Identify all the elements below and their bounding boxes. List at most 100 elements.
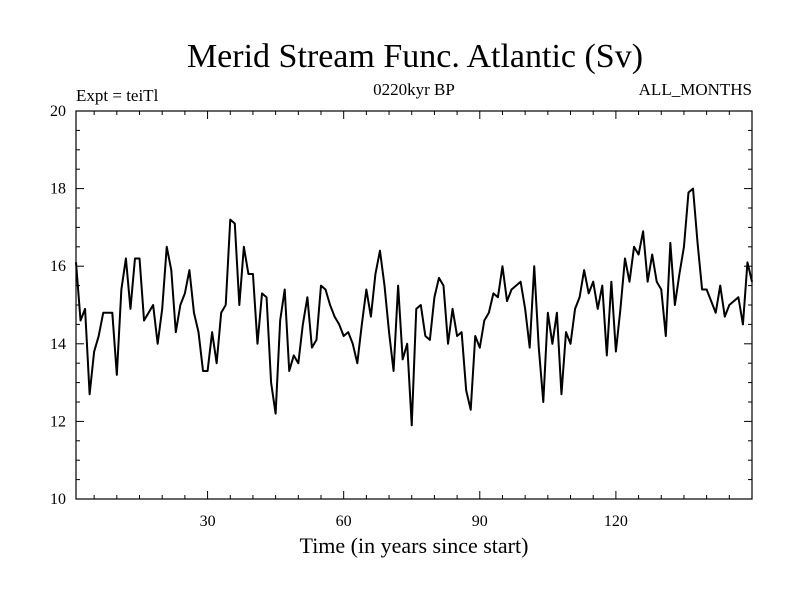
data-point <box>461 331 463 333</box>
data-point <box>166 246 168 248</box>
data-point <box>606 354 608 357</box>
data-point <box>338 323 340 325</box>
data-point <box>284 288 286 291</box>
data-point <box>624 257 626 260</box>
data-point <box>411 424 413 426</box>
data-point <box>406 343 408 345</box>
data-point <box>737 296 739 298</box>
data-point <box>93 350 95 353</box>
data-point <box>392 370 395 372</box>
data-point <box>356 362 358 364</box>
data-point <box>615 350 617 353</box>
x-tick-label: 120 <box>604 513 628 530</box>
data-point <box>696 242 699 244</box>
data-point <box>343 335 345 337</box>
data-point <box>116 374 118 376</box>
data-point <box>247 273 250 275</box>
data-point <box>565 331 567 333</box>
data-point <box>415 308 417 310</box>
data-point <box>275 413 277 415</box>
data-point <box>442 285 445 287</box>
data-point <box>184 292 186 294</box>
data-point <box>560 393 563 395</box>
data-point <box>715 312 717 314</box>
data-point <box>733 300 735 302</box>
data-point <box>311 347 313 349</box>
data-point <box>742 323 744 325</box>
data-point <box>143 319 145 322</box>
y-tick-label: 20 <box>50 103 66 120</box>
data-point <box>524 308 526 310</box>
y-axis: 10 12 14 16 18 20 <box>50 103 752 508</box>
data-point <box>216 362 218 364</box>
data-point <box>334 316 336 318</box>
data-point <box>492 292 494 294</box>
data-point <box>329 304 331 306</box>
data-point <box>125 257 127 260</box>
data-point <box>229 219 231 221</box>
data-point <box>111 312 113 314</box>
data-point <box>374 273 377 275</box>
data-point <box>433 296 436 298</box>
data-point <box>388 331 390 333</box>
data-point <box>161 308 163 310</box>
data-point <box>588 292 590 294</box>
data-point <box>424 335 426 337</box>
data-point <box>628 281 631 283</box>
data-point <box>197 331 200 333</box>
data-point <box>243 246 245 248</box>
data-point <box>288 370 290 372</box>
data-point <box>479 347 481 349</box>
y-tick-label: 16 <box>50 258 66 275</box>
period-label: 0220kyr BP <box>373 80 455 99</box>
data-point <box>547 312 549 314</box>
data-point <box>610 281 612 283</box>
x-axis-label: Time (in years since start) <box>300 533 529 558</box>
data-point <box>234 222 236 225</box>
data-point <box>538 347 540 349</box>
data-point <box>551 343 553 345</box>
data-point <box>506 300 508 302</box>
data-point <box>297 362 299 364</box>
data-point <box>129 308 132 310</box>
data-point <box>706 288 708 291</box>
data-point <box>483 319 485 322</box>
data-point <box>211 331 213 333</box>
y-tick-label: 18 <box>50 181 66 198</box>
data-point <box>474 335 476 337</box>
data-point <box>447 343 449 345</box>
data-point <box>633 246 635 248</box>
data-point <box>642 230 644 232</box>
y-tick-label: 12 <box>50 413 66 430</box>
data-point <box>592 281 594 283</box>
data-point <box>320 285 322 287</box>
data-point <box>687 191 690 194</box>
data-point <box>719 285 721 287</box>
data-point <box>225 304 227 306</box>
data-point <box>175 331 177 333</box>
experiment-label: Expt = teiTl <box>76 86 159 105</box>
data-point <box>429 339 431 341</box>
data-point <box>651 253 653 256</box>
data-point <box>556 312 558 314</box>
data-point <box>383 285 386 287</box>
plot-frame <box>75 110 753 500</box>
months-label: ALL_MONTHS <box>639 80 752 99</box>
data-point <box>497 296 499 298</box>
data-point <box>456 335 458 337</box>
data-point <box>352 343 354 345</box>
y-tick-label: 10 <box>50 491 66 508</box>
data-point <box>361 323 363 325</box>
data-point <box>597 308 599 310</box>
data-point <box>270 382 272 384</box>
data-point <box>324 288 327 291</box>
data-point <box>75 261 77 263</box>
data-point <box>138 257 141 260</box>
data-point <box>302 323 304 325</box>
data-point <box>569 343 572 345</box>
data-point <box>674 304 676 306</box>
data-point <box>420 304 422 306</box>
data-point <box>202 370 204 372</box>
data-point <box>397 285 399 287</box>
data-point <box>107 312 109 314</box>
